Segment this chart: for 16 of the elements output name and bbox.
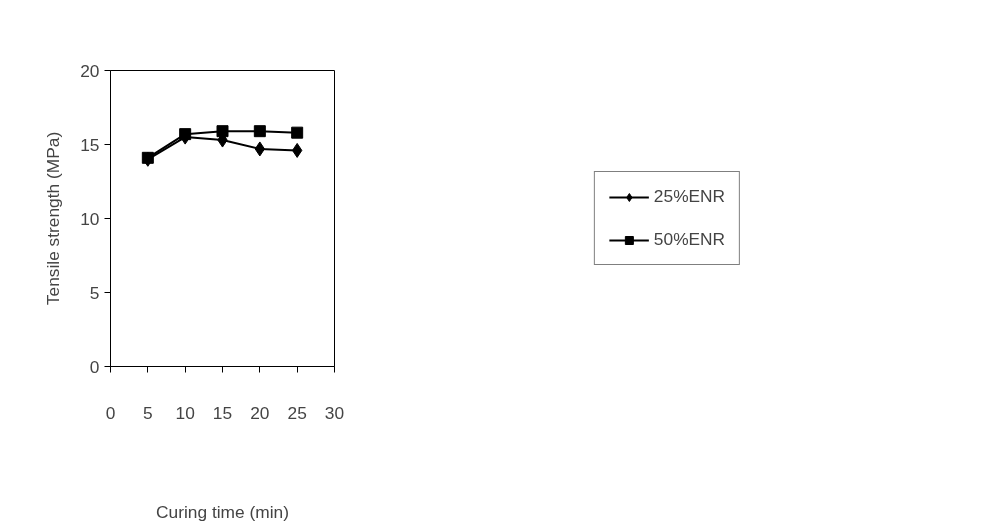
y-tick-label: 5 — [89, 282, 100, 303]
x-tick-label: 15 — [212, 402, 233, 423]
y-tick-label: 0 — [89, 356, 100, 377]
x-tick-label: 20 — [250, 402, 270, 423]
x-tick-label: 25 — [287, 402, 307, 423]
y-tick-label: 20 — [80, 60, 100, 81]
legend-label: 50%ENR — [653, 229, 726, 250]
x-axis-title: Curing time (min) — [156, 501, 289, 522]
legend-label: 25%ENR — [653, 186, 726, 207]
y-tick-label: 15 — [80, 134, 100, 155]
x-tick-label: 5 — [143, 402, 153, 423]
x-tick-label: 30 — [324, 402, 345, 423]
y-axis-title: Tensile strength (MPa) — [43, 131, 64, 306]
x-tick-label: 0 — [105, 402, 116, 423]
y-tick-label: 10 — [80, 208, 100, 229]
x-tick-label: 10 — [175, 402, 195, 423]
